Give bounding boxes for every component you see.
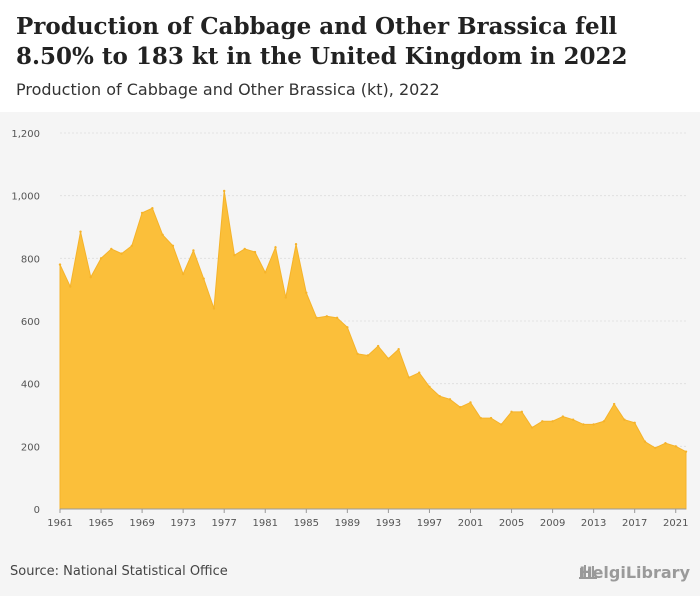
data-point[interactable]	[684, 450, 688, 453]
x-tick-label: 1969	[129, 518, 154, 529]
data-point[interactable]	[202, 277, 205, 280]
data-point[interactable]	[654, 446, 657, 450]
data-point[interactable]	[58, 263, 62, 266]
data-point[interactable]	[510, 410, 513, 414]
data-point[interactable]	[459, 405, 462, 409]
data-point[interactable]	[264, 271, 267, 274]
y-tick-label: 600	[21, 317, 40, 328]
data-point[interactable]	[325, 315, 329, 318]
data-point[interactable]	[305, 291, 308, 294]
chart-area: 0 200 400 600 800 1,000 1,200 1961 1965 1969 1973…	[0, 112, 700, 596]
data-point[interactable]	[346, 326, 349, 329]
data-point[interactable]	[274, 246, 277, 249]
data-point[interactable]	[592, 423, 595, 426]
data-point[interactable]	[294, 243, 298, 246]
x-tick-label: 1981	[253, 518, 278, 529]
data-point[interactable]	[181, 272, 185, 276]
header: Production of Cabbage and Other Brassica…	[0, 0, 700, 112]
data-point[interactable]	[192, 249, 195, 252]
data-point[interactable]	[212, 307, 216, 310]
library-icon	[579, 565, 598, 579]
data-point[interactable]	[315, 316, 318, 320]
data-point[interactable]	[469, 401, 472, 404]
data-point[interactable]	[366, 354, 370, 357]
x-tick-label: 1973	[170, 518, 195, 529]
data-point[interactable]	[551, 420, 554, 423]
data-point[interactable]	[612, 402, 616, 406]
area-chart: 0 200 400 600 800 1,000 1,200 1961 1965 1969 1973…	[11, 129, 688, 529]
data-point[interactable]	[489, 416, 493, 420]
x-tick-label: 1989	[335, 518, 360, 529]
data-point[interactable]	[397, 348, 400, 351]
data-point[interactable]	[417, 371, 421, 374]
x-axis-ticks: 1961 1965 1969 1973 1977 1981 1985 1989 1993 1997…	[47, 508, 688, 529]
production-area[interactable]	[59, 190, 687, 510]
data-point[interactable]	[643, 440, 647, 443]
data-point[interactable]	[284, 296, 287, 299]
x-tick-label: 2001	[458, 518, 483, 529]
data-point[interactable]	[500, 423, 503, 426]
y-tick-label: 400	[21, 380, 40, 391]
data-point[interactable]	[130, 244, 134, 247]
data-point[interactable]	[520, 410, 524, 414]
y-axis-ticks: 0 200 400 600 800 1,000 1,200	[11, 129, 40, 516]
data-point[interactable]	[376, 344, 380, 348]
data-point[interactable]	[623, 418, 626, 421]
y-tick-label: 800	[21, 254, 40, 265]
x-tick-label: 1993	[376, 518, 401, 529]
data-point[interactable]	[602, 420, 606, 423]
x-tick-label: 2005	[499, 518, 524, 529]
data-point[interactable]	[110, 247, 113, 251]
data-point[interactable]	[561, 415, 565, 418]
data-point[interactable]	[407, 376, 411, 379]
area-layer	[58, 189, 688, 510]
data-point[interactable]	[151, 207, 154, 210]
x-tick-label: 1977	[211, 518, 236, 529]
x-tick-label: 1961	[47, 518, 72, 529]
data-point[interactable]	[140, 211, 144, 215]
data-point[interactable]	[387, 357, 390, 360]
chart-subtitle: Production of Cabbage and Other Brassica…	[16, 80, 440, 99]
data-point[interactable]	[222, 189, 226, 193]
x-tick-label: 2021	[663, 518, 688, 529]
data-point[interactable]	[253, 250, 257, 254]
data-point[interactable]	[69, 285, 72, 288]
x-tick-label: 1985	[294, 518, 319, 529]
data-point[interactable]	[674, 445, 677, 448]
source-note: Source: National Statistical Office	[10, 564, 228, 579]
data-point[interactable]	[664, 442, 667, 445]
y-tick-label: 200	[21, 442, 40, 453]
data-point[interactable]	[79, 230, 82, 233]
data-point[interactable]	[99, 257, 103, 260]
data-point[interactable]	[243, 247, 246, 251]
data-point[interactable]	[448, 398, 452, 401]
x-tick-label: 1997	[417, 518, 442, 529]
data-point[interactable]	[479, 416, 482, 420]
data-point[interactable]	[428, 385, 431, 388]
chart-title: Production of Cabbage and Other Brassica…	[16, 13, 628, 70]
y-tick-label: 1,200	[11, 129, 40, 140]
y-tick-label: 0	[34, 505, 40, 516]
data-point[interactable]	[161, 233, 164, 237]
y-tick-label: 1,000	[11, 192, 40, 203]
data-point[interactable]	[233, 254, 236, 257]
data-point[interactable]	[571, 418, 575, 421]
data-point[interactable]	[633, 421, 636, 425]
data-point[interactable]	[541, 420, 544, 423]
data-point[interactable]	[335, 316, 339, 320]
data-point[interactable]	[356, 352, 359, 356]
x-tick-label: 2009	[540, 518, 565, 529]
data-point[interactable]	[120, 252, 123, 255]
data-point[interactable]	[530, 426, 534, 429]
x-tick-label: 1965	[88, 518, 113, 529]
data-point[interactable]	[89, 275, 92, 279]
brand-name: HelgiLibrary	[579, 563, 690, 582]
data-point[interactable]	[582, 423, 585, 426]
data-point[interactable]	[438, 395, 441, 398]
brand-logo[interactable]: HelgiLibrary	[579, 563, 690, 582]
x-tick-label: 2013	[581, 518, 606, 529]
data-point[interactable]	[171, 244, 175, 247]
x-tick-label: 2017	[622, 518, 647, 529]
